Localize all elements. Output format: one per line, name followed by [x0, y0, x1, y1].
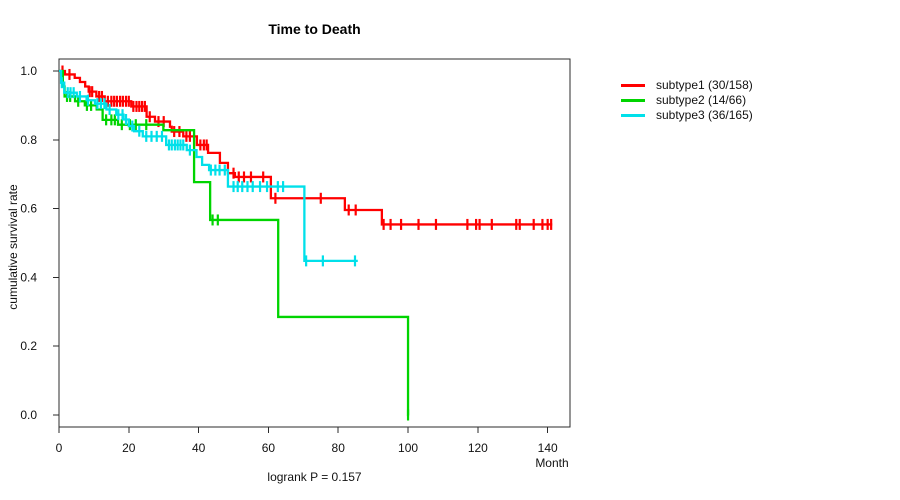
logrank-annotation: logrank P = 0.157 [267, 470, 362, 484]
legend-label: subtype1 (30/158) [656, 78, 753, 92]
legend: subtype1 (30/158) subtype2 (14/66) subtype… [621, 78, 753, 123]
x-tick-label: 60 [262, 441, 276, 455]
y-tick-label: 0.6 [20, 202, 37, 216]
legend-label: subtype2 (14/66) [656, 93, 747, 107]
x-axis-label: Month [535, 456, 569, 470]
y-tick-label: 0.4 [20, 270, 37, 284]
legend-item: subtype3 (36/165) [621, 108, 753, 123]
y-tick-label: 1.0 [20, 64, 37, 78]
x-tick-label: 40 [192, 441, 206, 455]
plot-border [58, 58, 571, 428]
x-tick-label: 80 [332, 441, 346, 455]
legend-swatch-line [621, 84, 645, 87]
survival-curve-1 [59, 69, 553, 226]
x-tick-label: 100 [398, 441, 418, 455]
legend-label: subtype3 (36/165) [656, 108, 753, 122]
y-tick-label: 0.0 [20, 408, 37, 422]
chart-title: Time to Death [268, 21, 361, 37]
legend-item: subtype1 (30/158) [621, 78, 753, 93]
x-tick-label: 140 [538, 441, 558, 455]
x-tick-label: 120 [468, 441, 488, 455]
x-tick-label: 20 [122, 441, 136, 455]
legend-swatch-line [621, 114, 645, 117]
y-tick-label: 0.8 [20, 133, 37, 147]
legend-swatch-line [621, 99, 645, 102]
legend-item: subtype2 (14/66) [621, 93, 753, 108]
x-tick-label: 0 [56, 441, 63, 455]
y-axis-label: cumulative survival rate [6, 184, 20, 310]
y-tick-label: 0.2 [20, 339, 37, 353]
